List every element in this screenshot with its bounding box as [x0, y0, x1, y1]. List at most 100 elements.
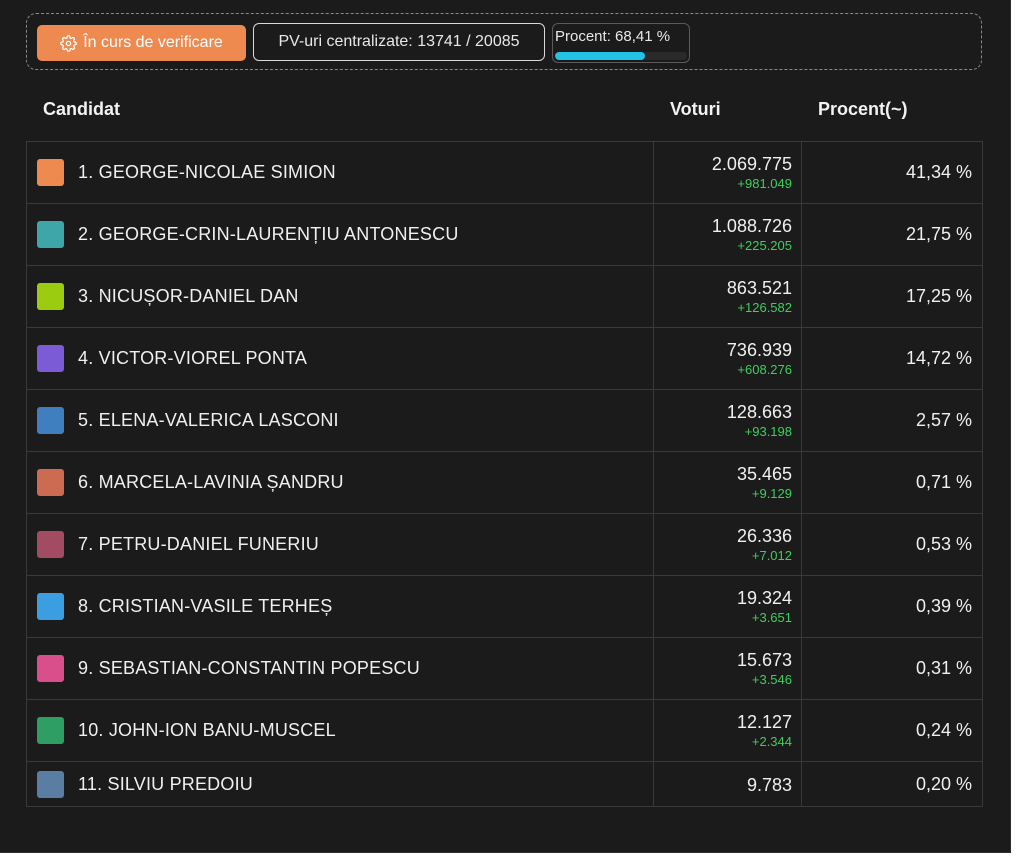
votes-delta: +981.049: [737, 176, 792, 191]
votes-delta: +608.276: [737, 362, 792, 377]
column-header-percent: Procent(~): [818, 99, 908, 119]
votes-cell: 863.521 +126.582: [653, 266, 802, 327]
candidate-name: 11. SILVIU PREDOIU: [78, 773, 253, 794]
percent-value: 17,25 %: [905, 286, 972, 306]
table-row: 8. CRISTIAN-VASILE TERHEȘ 19.324 +3.651 0,3…: [27, 576, 982, 638]
pv-counter: PV-uri centralizate: 13741 / 20085: [253, 23, 545, 61]
votes-value: 736.939: [726, 340, 792, 360]
gear-icon: [60, 34, 78, 52]
verification-status-button[interactable]: În curs de verificare: [37, 25, 246, 61]
candidate-color-swatch: [37, 345, 64, 372]
candidate-color-swatch: [37, 531, 64, 558]
candidate-name: 8. CRISTIAN-VASILE TERHEȘ: [78, 596, 333, 616]
votes-cell: 15.673 +3.546: [653, 638, 802, 699]
percent-cell: 0,24 %: [802, 700, 982, 761]
candidate-name: 9. SEBASTIAN-CONSTANTIN POPESCU: [78, 658, 420, 678]
candidate-color-swatch: [37, 593, 64, 620]
candidate-cell: 3. NICUȘOR-DANIEL DAN: [27, 266, 653, 327]
votes-value: 863.521: [726, 278, 792, 298]
table-row: 10. JOHN-ION BANU-MUSCEL 12.127 +2.344 0,24…: [27, 700, 982, 762]
percent-label: Procent: 68,41 %: [555, 28, 671, 45]
table-header: Candidat Voturi Procent(~): [26, 88, 983, 132]
votes-value: 12.127: [736, 712, 792, 732]
percent-value: 2,57 %: [915, 410, 972, 430]
candidate-cell: 10. JOHN-ION BANU-MUSCEL: [27, 700, 653, 761]
votes-value: 128.663: [726, 402, 792, 422]
votes-delta: +2.344: [751, 734, 792, 749]
votes-delta: +225.205: [737, 238, 792, 253]
candidate-color-swatch: [37, 770, 64, 798]
candidate-cell: 4. VICTOR-VIOREL PONTA: [27, 328, 653, 389]
candidate-name: 1. GEORGE-NICOLAE SIMION: [78, 162, 336, 182]
candidate-name: 7. PETRU-DANIEL FUNERIU: [78, 534, 319, 554]
candidate-cell: 1. GEORGE-NICOLAE SIMION: [27, 142, 653, 203]
percent-value: 0,53 %: [915, 534, 972, 554]
percent-value: 0,20 %: [915, 773, 972, 794]
percent-indicator: Procent: 68,41 %: [552, 23, 690, 63]
results-table-body: 1. GEORGE-NICOLAE SIMION 2.069.775 +981.04…: [26, 141, 983, 807]
votes-value: 9.783: [746, 775, 792, 795]
votes-cell: 9.783: [653, 762, 802, 806]
votes-cell: 736.939 +608.276: [653, 328, 802, 389]
percent-cell: 0,20 %: [802, 762, 982, 806]
percent-value: 21,75 %: [905, 224, 972, 244]
votes-value: 35.465: [736, 464, 792, 484]
candidate-cell: 5. ELENA-VALERICA LASCONI: [27, 390, 653, 451]
votes-cell: 26.336 +7.012: [653, 514, 802, 575]
table-row: 2. GEORGE-CRIN-LAURENȚIU ANTONESCU 1.088.…: [27, 204, 982, 266]
column-header-candidate: Candidat: [43, 99, 121, 119]
table-row: 1. GEORGE-NICOLAE SIMION 2.069.775 +981.04…: [27, 142, 982, 204]
results-panel: În curs de verificare PV-uri centralizat…: [0, 0, 1011, 853]
candidate-color-swatch: [37, 469, 64, 496]
votes-delta: +3.651: [751, 610, 792, 625]
percent-value: 0,31 %: [915, 658, 972, 678]
table-row: 4. VICTOR-VIOREL PONTA 736.939 +608.276 14,…: [27, 328, 982, 390]
votes-value: 26.336: [736, 526, 792, 546]
table-row: 5. ELENA-VALERICA LASCONI 128.663 +93.198 2…: [27, 390, 982, 452]
candidate-cell: 7. PETRU-DANIEL FUNERIU: [27, 514, 653, 575]
candidate-color-swatch: [37, 221, 64, 248]
votes-cell: 12.127 +2.344: [653, 700, 802, 761]
column-header-votes: Voturi: [670, 99, 721, 119]
table-row: 9. SEBASTIAN-CONSTANTIN POPESCU 15.673 +3.…: [27, 638, 982, 700]
table-row: 7. PETRU-DANIEL FUNERIU 26.336 +7.012 0,53 …: [27, 514, 982, 576]
votes-delta: +126.582: [737, 300, 792, 315]
percent-value: 0,71 %: [915, 472, 972, 492]
pv-counter-text: PV-uri centralizate: 13741 / 20085: [278, 33, 520, 50]
votes-cell: 19.324 +3.651: [653, 576, 802, 637]
percent-value: 0,39 %: [915, 596, 972, 616]
percent-cell: 0,31 %: [802, 638, 982, 699]
votes-delta: +3.546: [751, 672, 792, 687]
percent-progress-fill: [555, 52, 646, 60]
candidate-cell: 11. SILVIU PREDOIU: [27, 762, 653, 806]
votes-value: 2.069.775: [711, 154, 792, 174]
percent-cell: 17,25 %: [802, 266, 982, 327]
votes-value: 19.324: [736, 588, 792, 608]
votes-cell: 35.465 +9.129: [653, 452, 802, 513]
percent-cell: 0,71 %: [802, 452, 982, 513]
candidate-name: 10. JOHN-ION BANU-MUSCEL: [78, 720, 336, 740]
candidate-color-swatch: [37, 283, 64, 310]
percent-value: 0,24 %: [915, 720, 972, 740]
votes-value: 1.088.726: [711, 216, 792, 236]
status-bar: În curs de verificare PV-uri centralizat…: [26, 13, 982, 70]
percent-cell: 21,75 %: [802, 204, 982, 265]
candidate-cell: 9. SEBASTIAN-CONSTANTIN POPESCU: [27, 638, 653, 699]
candidate-cell: 8. CRISTIAN-VASILE TERHEȘ: [27, 576, 653, 637]
percent-progress-track: [555, 52, 687, 60]
candidate-name: 5. ELENA-VALERICA LASCONI: [78, 410, 339, 430]
percent-cell: 14,72 %: [802, 328, 982, 389]
candidate-cell: 2. GEORGE-CRIN-LAURENȚIU ANTONESCU: [27, 204, 653, 265]
votes-cell: 128.663 +93.198: [653, 390, 802, 451]
votes-delta: +93.198: [744, 424, 792, 439]
candidate-color-swatch: [37, 159, 64, 186]
table-row: 11. SILVIU PREDOIU 9.783 0,20 %: [27, 762, 982, 806]
percent-cell: 0,39 %: [802, 576, 982, 637]
votes-delta: +9.129: [751, 486, 792, 501]
candidate-name: 6. MARCELA-LAVINIA ȘANDRU: [78, 472, 344, 492]
percent-value: 41,34 %: [905, 162, 972, 182]
candidate-color-swatch: [37, 407, 64, 434]
verification-status-label: În curs de verificare: [83, 34, 223, 51]
percent-cell: 41,34 %: [802, 142, 982, 203]
candidate-cell: 6. MARCELA-LAVINIA ȘANDRU: [27, 452, 653, 513]
